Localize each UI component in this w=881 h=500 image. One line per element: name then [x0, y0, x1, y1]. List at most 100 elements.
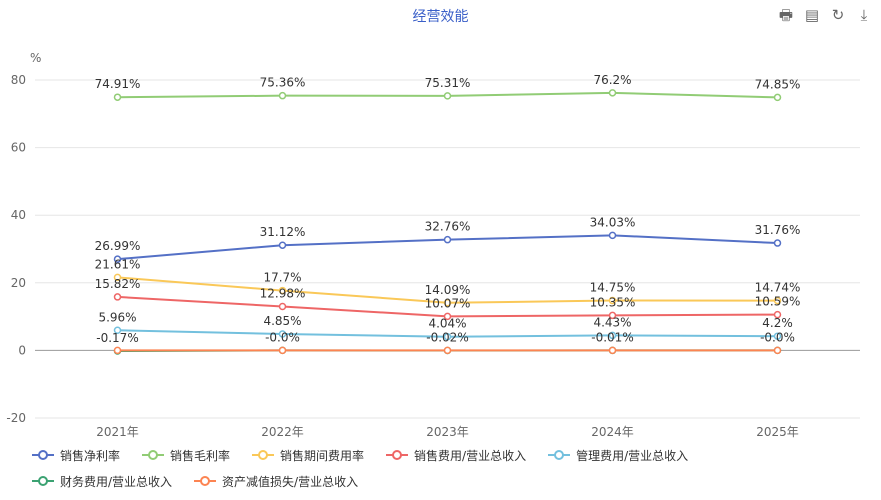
legend-label: 管理费用/营业总收入 [576, 448, 689, 463]
legend-marker-icon [32, 476, 54, 486]
x-tick-label: 2024年 [591, 425, 634, 439]
series-6 [113, 346, 782, 355]
data-point [443, 346, 452, 355]
data-label: 31.76% [755, 223, 801, 237]
legend-marker-icon [142, 450, 165, 460]
chart-toolbar: 🖶 ▤ ↻ ⤓ [777, 6, 873, 24]
x-tick-label: 2021年 [96, 425, 139, 439]
print-icon[interactable]: 🖶 [778, 6, 794, 24]
data-point [443, 332, 452, 341]
data-point [443, 92, 452, 100]
series-4 [113, 326, 782, 341]
series-3 [113, 293, 782, 321]
data-point [443, 235, 452, 244]
data-label: 76.2% [593, 73, 631, 87]
series-2 [113, 273, 782, 307]
data-label: 75.31% [425, 76, 471, 90]
legend-item[interactable]: 财务费用/营业总收入 [32, 472, 172, 490]
data-point [113, 93, 122, 101]
y-tick-label: 60 [11, 141, 26, 155]
data-label: 10.35% [590, 295, 636, 309]
line-chart: % -20 0 20 40 60 80 2021年 2022年 2023年 2024年 2025年 26… [6, 51, 860, 439]
legend-marker-icon [194, 476, 217, 486]
legend-item[interactable]: 销售费用/营业总收入 [386, 446, 526, 464]
legend-item[interactable]: 销售毛利率 [142, 446, 230, 464]
data-label: 14.74% [755, 281, 801, 295]
data-label: 4.85% [263, 314, 301, 328]
data-point [443, 312, 452, 321]
data-label: 14.75% [590, 281, 636, 295]
data-view-icon[interactable]: ▤ [804, 6, 820, 24]
series-1 [113, 89, 782, 102]
x-tick-label: 2023年 [426, 425, 469, 439]
legend-marker-icon [548, 450, 571, 460]
data-point [278, 346, 287, 355]
data-point [773, 310, 782, 319]
chart-title: 经营效能 [412, 9, 469, 25]
legend-label: 资产减值损失/营业总收入 [222, 474, 359, 489]
data-point [278, 91, 287, 100]
data-point [608, 311, 617, 320]
data-label: -0.02% [426, 330, 468, 344]
legend-label: 财务费用/营业总收入 [60, 474, 173, 489]
data-label: 32.76% [425, 220, 471, 234]
data-point [113, 293, 122, 301]
data-label: -0.17% [96, 331, 138, 345]
data-point [113, 326, 122, 335]
legend-marker-icon [252, 450, 275, 460]
data-point [278, 241, 287, 249]
legend-label: 销售净利率 [60, 448, 121, 463]
data-point [278, 286, 287, 295]
legend-label: 销售期间费用率 [280, 448, 365, 463]
data-point [773, 239, 782, 247]
data-label: -0.0% [760, 330, 795, 344]
legend-label: 销售费用/营业总收入 [414, 448, 527, 463]
data-label: 4.43% [593, 315, 631, 329]
data-label: 5.96% [98, 310, 136, 324]
data-label: 74.85% [755, 77, 801, 91]
data-point [773, 93, 782, 102]
y-tick-label: 0 [18, 343, 26, 357]
data-point [278, 330, 287, 338]
data-label: 26.99% [95, 239, 141, 253]
data-label: 14.09% [425, 283, 471, 297]
data-label: -0.01% [591, 330, 633, 344]
legend-item[interactable]: 销售期间费用率 [252, 446, 364, 464]
data-label: 17.7% [263, 271, 301, 285]
data-label: 74.91% [95, 77, 141, 91]
x-tick-label: 2022年 [261, 425, 304, 439]
y-tick-label: 40 [11, 208, 26, 222]
data-point [113, 346, 122, 355]
data-point [608, 89, 617, 97]
data-point [608, 331, 617, 340]
legend-item[interactable]: 资产减值损失/营业总收入 [194, 472, 358, 490]
data-label: 15.82% [95, 277, 141, 291]
data-point [608, 346, 617, 355]
chart-legend: 销售净利率 销售毛利率 销售期间费用率 销售费用/营业总收入 管理费用/营业总收入财务费… [32, 446, 872, 498]
series-0 [113, 231, 782, 263]
y-tick-label: 80 [11, 73, 26, 87]
download-icon[interactable]: ⤓ [860, 6, 868, 24]
data-label: 10.59% [755, 295, 801, 309]
data-point [113, 255, 122, 263]
data-label: 4.2% [762, 316, 793, 330]
data-point [773, 296, 782, 305]
y-tick-label: 20 [11, 276, 26, 290]
data-point [443, 299, 452, 307]
y-axis-unit: % [30, 51, 41, 65]
data-label: 4.04% [428, 317, 466, 331]
refresh-icon[interactable]: ↻ [831, 6, 845, 24]
data-point [113, 273, 122, 282]
legend-marker-icon [32, 450, 54, 460]
data-label: -0.0% [265, 330, 300, 344]
legend-item[interactable]: 管理费用/营业总收入 [548, 446, 688, 464]
data-label: 31.12% [260, 225, 306, 239]
data-label: 10.07% [425, 296, 471, 310]
legend-marker-icon [386, 450, 409, 460]
y-tick-label: -20 [6, 411, 26, 425]
legend-item[interactable]: 销售净利率 [32, 446, 120, 464]
data-label: 75.36% [260, 76, 306, 90]
data-label: 12.98% [260, 287, 306, 301]
data-label: 21.61% [95, 257, 141, 271]
data-point [278, 302, 287, 311]
